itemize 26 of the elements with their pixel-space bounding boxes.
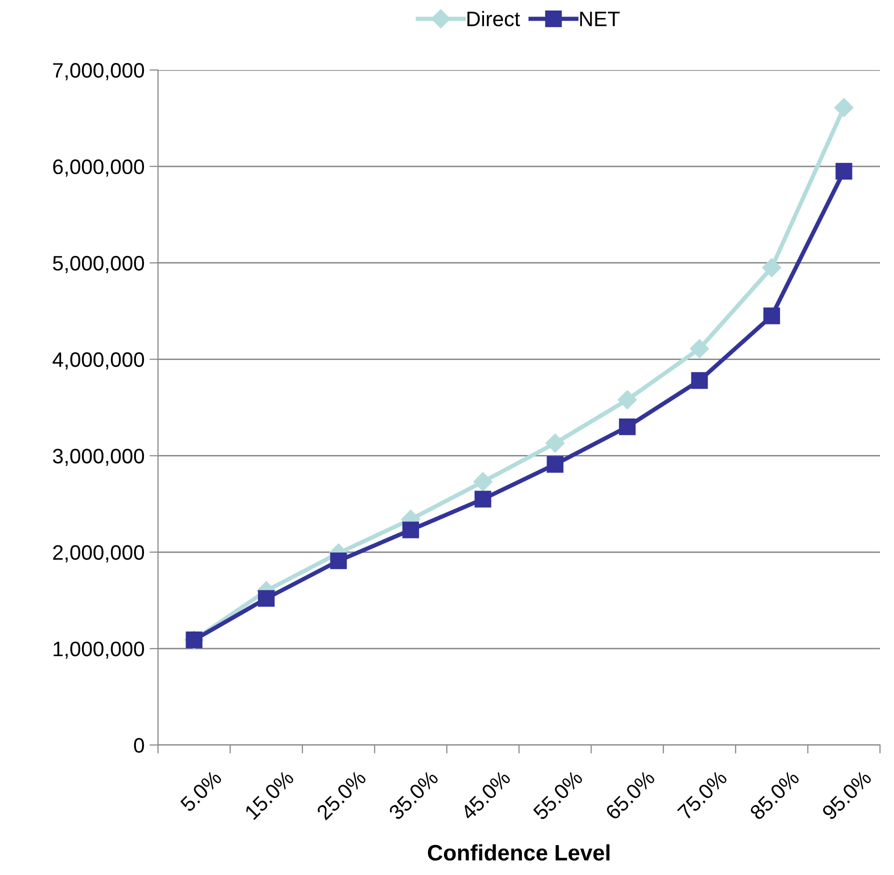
point	[618, 390, 637, 410]
point	[330, 552, 347, 570]
point	[546, 456, 564, 473]
legend-label: NET	[580, 12, 620, 26]
y-tick-label: 7,000,000	[53, 63, 144, 80]
point	[763, 308, 780, 324]
point	[473, 472, 492, 492]
y-tick-label: 4,000,000	[52, 352, 144, 370]
point	[258, 590, 275, 607]
point	[762, 258, 782, 278]
point	[690, 339, 710, 358]
x-axis-title: Confidence Level	[428, 844, 610, 861]
y-tick-label: 6,000,000	[53, 159, 144, 177]
point	[618, 418, 636, 436]
point	[402, 522, 420, 538]
point	[834, 98, 854, 118]
point	[836, 162, 852, 180]
y-tick-label: 1,000,000	[54, 642, 144, 659]
point	[691, 372, 708, 389]
y-tick-label: 3,000,000	[52, 448, 144, 466]
legend-label: Direct	[467, 10, 520, 26]
y-tick-label: 0	[134, 738, 144, 753]
y-tick-label: 5,000,000	[52, 256, 144, 274]
point	[474, 490, 492, 508]
point	[546, 434, 565, 453]
y-tick-label: 2,000,000	[53, 545, 144, 562]
